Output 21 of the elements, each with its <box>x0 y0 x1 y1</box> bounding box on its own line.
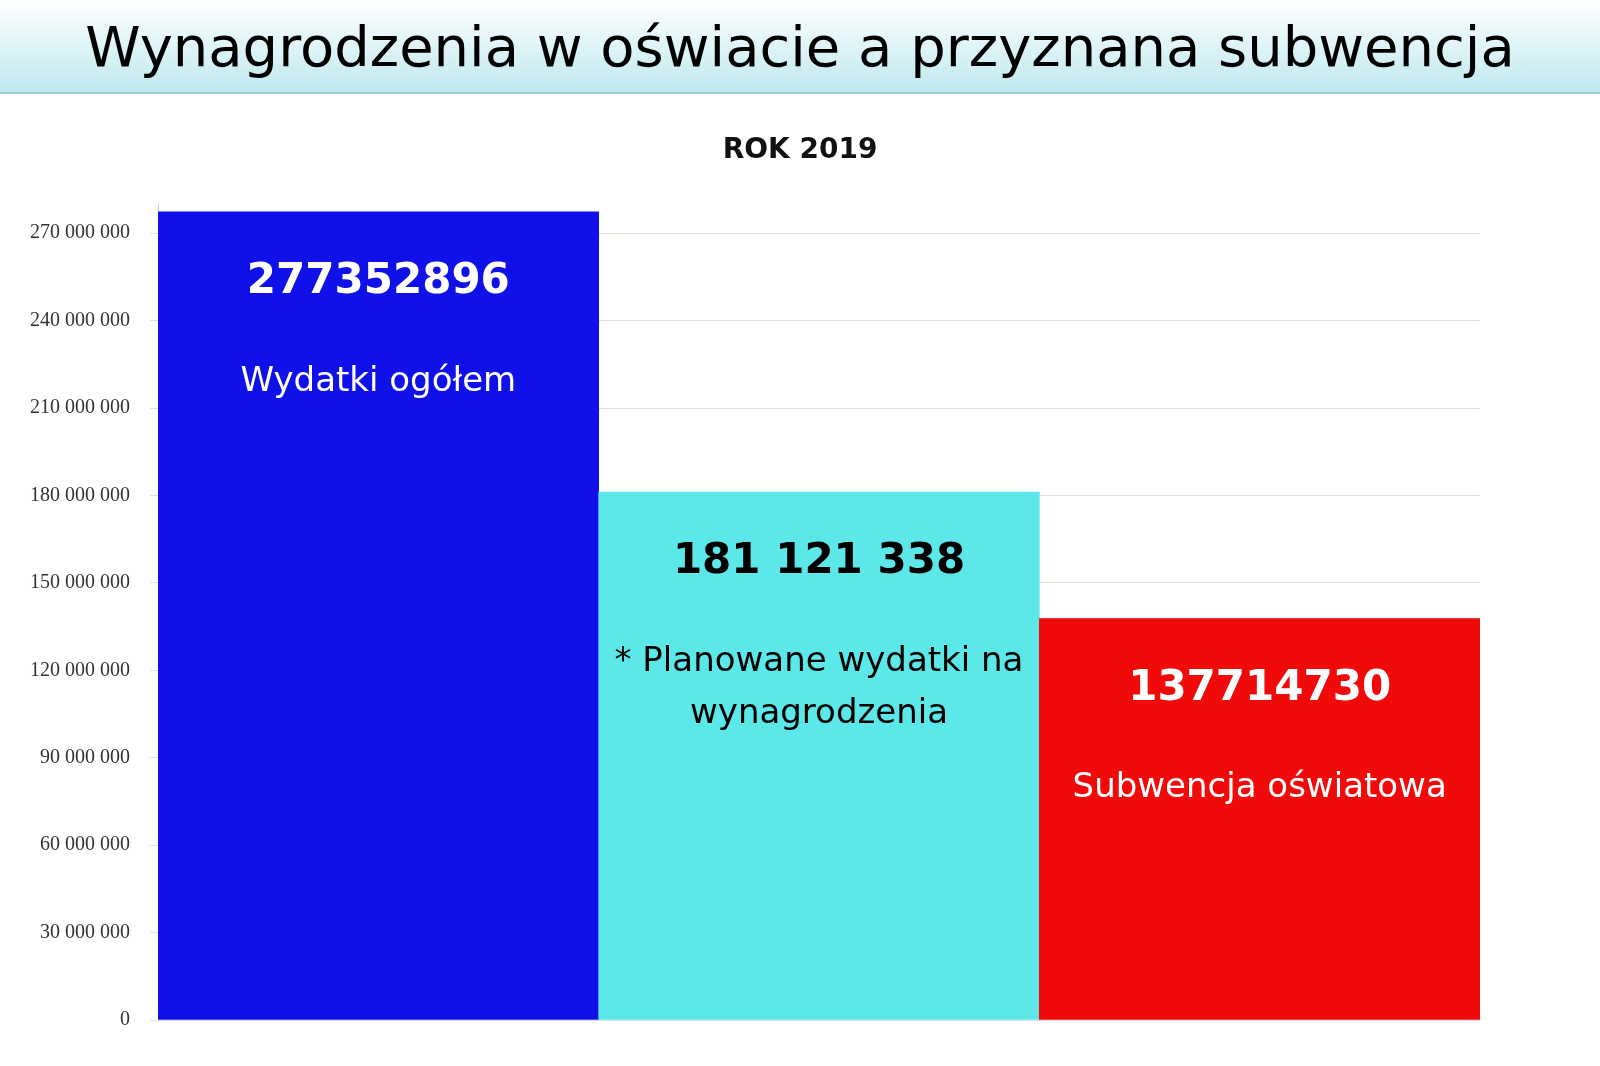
y-tick-label: 150 000 000 <box>30 570 130 593</box>
data-label: 277352896 <box>246 253 510 303</box>
y-tick-label: 0 <box>120 1007 130 1030</box>
bar <box>158 211 599 1020</box>
y-tick-label: 30 000 000 <box>40 919 130 942</box>
x-tick-label: Subwencja oświatowa <box>1072 765 1447 806</box>
x-tick-label: * Planowane wydatki na wynagrodzenia <box>614 638 1024 731</box>
bar <box>598 491 1040 1020</box>
bar <box>1039 618 1480 1020</box>
y-tick-label: 180 000 000 <box>30 482 130 505</box>
data-label: 181 121 338 <box>672 534 966 584</box>
x-tick-label: Wydatki ogółem <box>240 358 517 399</box>
y-tick-label: 90 000 000 <box>40 744 130 767</box>
y-tick-label: 240 000 000 <box>30 307 130 330</box>
chart-title: Wynagrodzenia w oświacie a przyznana subwencja <box>85 13 1515 79</box>
y-tick-label: 270 000 000 <box>30 220 130 243</box>
y-tick-label: 210 000 000 <box>30 395 130 418</box>
chart-subtitle: ROK 2019 <box>721 132 879 167</box>
data-label: 137714730 <box>1128 660 1392 710</box>
y-tick-label: 60 000 000 <box>40 832 130 855</box>
y-tick-label: 120 000 000 <box>30 657 130 680</box>
